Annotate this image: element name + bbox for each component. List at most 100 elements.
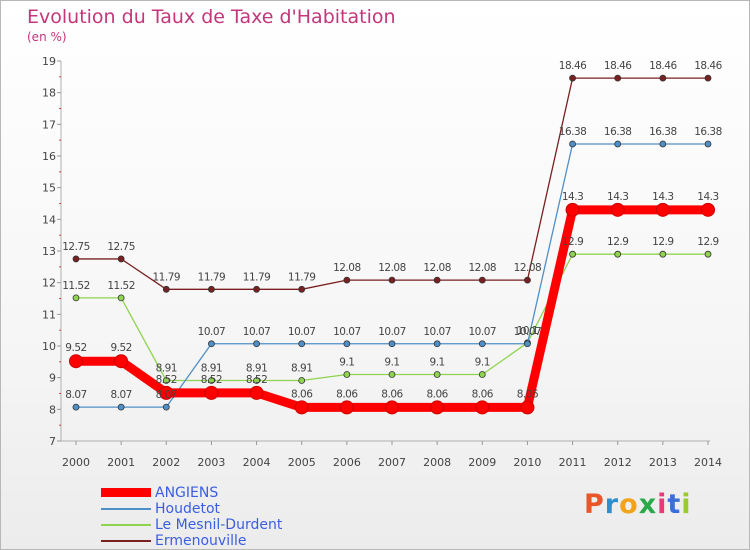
data-label-ermenouville: 12.08	[333, 262, 361, 274]
data-point-le-mesnil-durdent	[343, 371, 351, 378]
y-tick-label: 19	[42, 55, 56, 68]
data-point-houdetot	[72, 403, 80, 411]
x-tick-label: 2003	[197, 456, 225, 469]
data-point-angiens	[610, 202, 625, 217]
data-label-ermenouville: 18.46	[559, 60, 587, 72]
data-label-angiens: 8.52	[201, 374, 222, 386]
logo-letter: P	[584, 489, 605, 520]
legend-swatch-houdetot	[101, 508, 151, 510]
data-label-ermenouville: 12.08	[514, 262, 542, 274]
chart-axes: 7 8 9 10 11 12 13 14 15 16 17 18 19 2000 2001 2002 2003 2…	[42, 55, 722, 469]
data-point-ermenouville	[524, 276, 531, 284]
data-point-le-mesnil-durdent	[117, 294, 125, 302]
data-label-angiens: 8.52	[246, 374, 267, 386]
data-point-houdetot	[117, 403, 125, 411]
data-label-le-mesnil-durdent: 12.9	[562, 236, 583, 248]
data-label-houdetot: 10.07	[288, 326, 316, 338]
data-label-ermenouville: 12.08	[378, 262, 406, 274]
x-tick-label: 2009	[468, 456, 496, 469]
y-tick-label: 17	[42, 118, 56, 131]
data-label-le-mesnil-durdent: 8.91	[201, 363, 222, 375]
data-label-angiens: 14.3	[607, 191, 628, 203]
data-label-ermenouville: 12.08	[469, 262, 497, 274]
data-label-houdetot: 10.07	[198, 326, 226, 338]
data-point-angiens	[249, 385, 264, 400]
data-label-angiens: 8.06	[517, 388, 539, 400]
data-point-angiens	[159, 385, 174, 400]
data-point-angiens	[655, 202, 670, 217]
data-point-le-mesnil-durdent	[614, 250, 622, 258]
proxiti-logo: Proxiti	[584, 489, 692, 520]
x-tick-label: 2007	[378, 456, 406, 469]
data-label-ermenouville: 12.75	[62, 241, 90, 253]
chart-title: Evolution du Taux de Taxe d'Habitation	[27, 6, 396, 28]
data-point-houdetot	[162, 403, 170, 411]
legend-label-ermenouville: Ermenouville	[155, 533, 247, 549]
data-point-le-mesnil-durdent	[162, 377, 170, 384]
data-label-angiens: 8.06	[291, 388, 313, 400]
data-label-houdetot: 16.38	[649, 126, 677, 138]
data-label-houdetot: 8.07	[65, 389, 86, 401]
legend-swatch-ermenouville	[101, 540, 151, 542]
data-point-ermenouville	[72, 255, 80, 263]
data-point-houdetot	[388, 340, 396, 348]
x-tick-label: 2006	[333, 456, 361, 469]
data-point-le-mesnil-durdent	[298, 377, 306, 384]
x-tick-label: 2012	[604, 456, 632, 469]
data-point-angiens	[701, 202, 715, 217]
y-tick-label: 7	[49, 435, 56, 448]
series-line-ermenouville	[75, 77, 709, 290]
data-point-houdetot	[208, 340, 215, 348]
data-point-ermenouville	[659, 74, 667, 82]
data-point-houdetot	[659, 140, 667, 148]
data-label-le-mesnil-durdent: 12.9	[652, 236, 673, 248]
data-point-ermenouville	[208, 285, 215, 293]
data-point-houdetot	[524, 340, 531, 348]
data-label-le-mesnil-durdent: 11.52	[107, 280, 135, 292]
data-point-le-mesnil-durdent	[569, 250, 576, 258]
data-point-ermenouville	[569, 74, 576, 82]
logo-letter: r	[604, 489, 620, 520]
data-label-houdetot: 10.07	[423, 326, 451, 338]
data-point-ermenouville	[162, 285, 170, 293]
x-tick-label: 2001	[107, 456, 135, 469]
data-point-ermenouville	[117, 255, 125, 263]
y-tick-label: 13	[42, 245, 56, 258]
x-tick-label: 2010	[513, 456, 541, 469]
data-point-le-mesnil-durdent	[253, 377, 260, 384]
data-label-houdetot: 8.07	[110, 389, 131, 401]
y-tick-label: 9	[49, 372, 56, 385]
data-label-le-mesnil-durdent: 8.91	[246, 363, 267, 375]
logo-letter: o	[619, 489, 639, 520]
x-tick-label: 2011	[559, 456, 587, 469]
y-tick-label: 14	[42, 213, 56, 226]
data-label-le-mesnil-durdent: 9.1	[339, 357, 354, 369]
data-point-houdetot	[614, 140, 622, 148]
data-label-angiens: 14.3	[652, 191, 673, 203]
legend-swatch-le-mesnil-durdent	[101, 524, 151, 526]
data-label-ermenouville: 18.46	[694, 60, 722, 72]
data-label-houdetot: 16.38	[694, 126, 722, 138]
y-tick-label: 11	[42, 308, 56, 321]
logo-letter: t	[667, 489, 682, 520]
x-tick-label: 2008	[423, 456, 451, 469]
legend-label-le-mesnil-durdent: Le Mesnil-Durdent	[155, 517, 283, 533]
data-label-le-mesnil-durdent: 9.1	[384, 357, 399, 369]
data-point-ermenouville	[704, 74, 712, 82]
data-label-ermenouville: 11.79	[243, 271, 271, 283]
y-tick-label: 10	[42, 340, 56, 353]
data-point-houdetot	[478, 340, 486, 348]
x-tick-label: 2013	[649, 456, 677, 469]
x-tick-label: 2000	[62, 456, 90, 469]
series-layer	[69, 74, 715, 415]
data-point-houdetot	[704, 140, 712, 148]
data-label-le-mesnil-durdent: 9.1	[475, 357, 490, 369]
data-point-le-mesnil-durdent	[388, 371, 396, 378]
data-point-houdetot	[569, 140, 576, 148]
data-point-angiens	[114, 354, 129, 369]
data-label-ermenouville: 12.75	[107, 241, 135, 253]
data-label-houdetot: 10.07	[333, 326, 361, 338]
y-tick-label: 12	[42, 277, 56, 290]
